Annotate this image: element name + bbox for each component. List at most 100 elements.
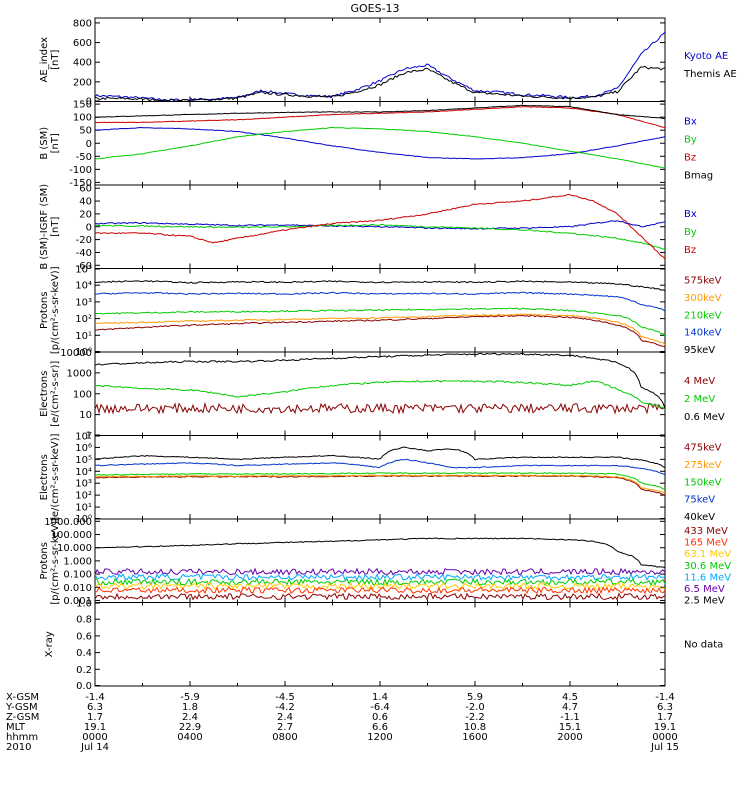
y-axis-label-electrons2-1: [e/(cm²-s-sr-keV)] <box>50 433 61 521</box>
xaxis-cell-3-1: -6.4 <box>370 702 390 713</box>
y-tick-label-protons2-1: 100.000 <box>51 530 92 541</box>
y-axis-label-electrons1-1: [e/(cm²-s-sr)] <box>50 361 61 427</box>
y-tick-label-protons1-0: 10⁵ <box>75 265 92 276</box>
y-tick-label-protons2-4: 0.100 <box>63 570 92 581</box>
y-tick-label-protons2-2: 10.000 <box>57 543 92 554</box>
y-tick-label-protons2-3: 1.000 <box>63 556 92 567</box>
y-tick-label-xray-2: 0.6 <box>76 631 92 642</box>
y-tick-label-bigrf-6: -60 <box>76 261 92 272</box>
series-line-protons2-1 <box>94 567 666 576</box>
series-line-bsm-3 <box>94 104 666 120</box>
series-line-bigrf-2 <box>94 193 666 260</box>
series-line-protons1-2 <box>94 307 666 336</box>
series-line-electrons1-2 <box>94 352 666 409</box>
panel-frame-electrons1 <box>94 351 666 436</box>
series-line-protons1-0 <box>94 314 666 347</box>
xaxis-cell-4-2: -2.2 <box>465 712 485 723</box>
series-line-protons1-3 <box>94 291 666 312</box>
xaxis-cell-3-4: 1200 <box>367 732 392 743</box>
xaxis-cell-0-0: -1.4 <box>85 692 105 703</box>
y-tick-label-protons2-5: 0.010 <box>63 583 92 594</box>
xaxis-cell-6-5: Jul 15 <box>650 742 679 753</box>
xaxis-cell-5-1: 4.7 <box>562 702 578 713</box>
xaxis-cell-6-3: 19.1 <box>654 722 676 733</box>
legend-protons2-1: 165 MeV <box>684 538 728 549</box>
y-tick-label-bigrf-3: 0 <box>86 222 92 233</box>
series-line-electrons1-0 <box>94 401 666 415</box>
xaxis-row-label-2: Z-GSM <box>6 712 39 723</box>
y-tick-label-electrons2-7: 10⁰ <box>75 514 92 525</box>
xaxis-cell-2-0: -4.5 <box>275 692 295 703</box>
y-tick-label-xray-1: 0.8 <box>76 615 92 626</box>
series-line-ae-0 <box>94 31 666 102</box>
series-line-electrons2-1 <box>94 474 666 494</box>
xaxis-cell-4-1: -2.0 <box>465 702 485 713</box>
xaxis-cell-4-3: 10.8 <box>464 722 486 733</box>
xaxis-cell-1-2: 2.4 <box>182 712 198 723</box>
legend-protons1-3: 140keV <box>684 328 722 339</box>
y-tick-label-ae-3: 200 <box>73 77 92 88</box>
y-tick-label-ae-2: 400 <box>73 58 92 69</box>
y-tick-label-electrons2-3: 10⁴ <box>75 467 92 478</box>
y-tick-label-electrons2-2: 10⁵ <box>75 455 92 466</box>
y-tick-label-electrons2-0: 10⁷ <box>75 432 92 443</box>
y-tick-label-bigrf-2: 20 <box>79 209 92 220</box>
xaxis-cell-6-2: 1.7 <box>657 712 673 723</box>
y-axis-label-ae-1: [nT] <box>50 50 61 70</box>
y-tick-label-electrons1-0: 10000 <box>60 348 92 359</box>
xaxis-cell-1-3: 22.9 <box>179 722 201 733</box>
xaxis-cell-1-0: -5.9 <box>180 692 200 703</box>
series-line-electrons2-2 <box>94 472 666 490</box>
legend-electrons2-1: 275keV <box>684 460 722 471</box>
y-tick-label-electrons2-6: 10¹ <box>75 503 92 514</box>
xaxis-cell-5-4: 2000 <box>557 732 582 743</box>
xaxis-cell-6-4: 0000 <box>652 732 677 743</box>
y-axis-label-bsm-0: B (SM) <box>39 127 50 160</box>
legend-protons2-2: 63.1 MeV <box>684 549 731 560</box>
y-axis-label-bigrf-1: [nT] <box>50 217 61 237</box>
y-axis-label-electrons2-0: Electrons <box>39 454 50 500</box>
y-tick-label-electrons1-1: 1000 <box>67 368 92 379</box>
series-line-bigrf-0 <box>94 220 666 230</box>
legend-protons1-4: 95keV <box>684 345 715 356</box>
series-line-protons2-0 <box>94 537 666 568</box>
series-line-protons2-2 <box>94 572 666 582</box>
legend-bigrf-2: Bz <box>684 245 696 256</box>
y-tick-label-bsm-5: -100 <box>69 165 92 176</box>
legend-electrons1-1: 2 MeV <box>684 394 715 405</box>
series-line-electrons2-4 <box>94 446 666 469</box>
y-tick-label-bigrf-4: -20 <box>76 235 92 246</box>
panel-frame-bsm <box>94 101 666 186</box>
y-axis-label-protons1-0: Protons <box>39 292 50 329</box>
y-axis-label-protons2-1: [p/(cm²-s-sr-keV)] <box>50 517 61 605</box>
xaxis-cell-4-0: 5.9 <box>467 692 483 703</box>
series-line-protons1-4 <box>94 280 666 292</box>
xaxis-row-label-3: MLT <box>6 722 26 733</box>
legend-electrons2-2: 150keV <box>684 477 722 488</box>
legend-protons1-2: 210keV <box>684 310 722 321</box>
legend-bigrf-0: Bx <box>684 209 697 220</box>
legend-bsm-0: Bx <box>684 116 697 127</box>
legend-protons2-6: 2.5 MeV <box>684 596 725 607</box>
y-tick-label-xray-0: 1.0 <box>76 599 92 610</box>
y-axis-label-bigrf-0: B (SM)-IGRF (SM) <box>39 184 50 270</box>
y-axis-label-ae-0: AE_index <box>39 37 50 83</box>
y-tick-label-xray-4: 0.2 <box>76 665 92 676</box>
y-tick-label-xray-3: 0.4 <box>76 648 92 659</box>
series-line-electrons2-3 <box>95 458 666 476</box>
xaxis-cell-3-2: 0.6 <box>372 712 388 723</box>
xaxis-cell-1-1: 1.8 <box>182 702 198 713</box>
xaxis-cell-3-3: 6.6 <box>372 722 388 733</box>
series-line-ae-1 <box>94 65 666 102</box>
legend-xray-0: No data <box>684 639 723 650</box>
y-tick-label-electrons1-3: 10 <box>79 410 92 421</box>
y-tick-label-bsm-0: 150 <box>73 100 92 111</box>
xaxis-cell-3-0: 1.4 <box>372 692 388 703</box>
legend-electrons1-2: 0.6 MeV <box>684 412 725 423</box>
series-line-electrons2-0 <box>94 475 666 496</box>
xaxis-cell-5-0: 4.5 <box>562 692 578 703</box>
y-tick-label-electrons1-4: 1 <box>86 431 92 442</box>
legend-bigrf-1: By <box>684 227 697 238</box>
series-line-bigrf-1 <box>94 223 666 251</box>
